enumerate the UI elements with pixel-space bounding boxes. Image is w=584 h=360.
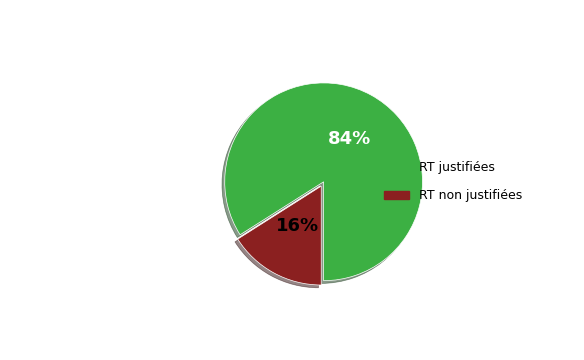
Wedge shape: [225, 83, 422, 281]
Text: 16%: 16%: [276, 217, 319, 235]
Legend: RT justifiées, RT non justifiées: RT justifiées, RT non justifiées: [379, 156, 527, 207]
Wedge shape: [238, 186, 321, 285]
Text: 84%: 84%: [328, 130, 371, 148]
